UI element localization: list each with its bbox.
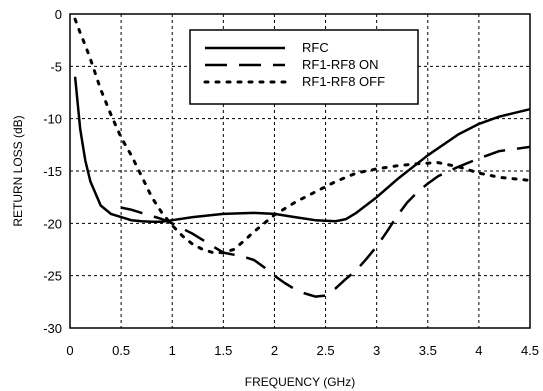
- y-tick-label: 0: [55, 7, 62, 22]
- legend: RFC RF1-RF8 ON RF1-RF8 OFF: [189, 29, 419, 105]
- axis-ticks: 0 0.5 1 1.5 2 2.5 3 3.5 4 4.5 0 -5 -10 -15 -20 -25 -30: [43, 7, 539, 358]
- x-tick-label: 2.5: [317, 343, 335, 358]
- y-tick-label: -15: [43, 164, 62, 179]
- legend-label-1: RF1-RF8 ON: [302, 57, 379, 72]
- legend-label-2: RF1-RF8 OFF: [302, 74, 385, 89]
- series-line-2: [73, 17, 532, 255]
- y-tick-label: -30: [43, 321, 62, 336]
- legend-label-0: RFC: [302, 40, 329, 55]
- series-line-0: [73, 76, 531, 224]
- x-tick-label: 3.5: [419, 343, 437, 358]
- y-tick-label: -10: [43, 112, 62, 127]
- series-layer: [73, 17, 532, 298]
- legend-box: [189, 29, 419, 105]
- x-tick-label: 2: [271, 343, 278, 358]
- x-tick-label: 4: [475, 343, 482, 358]
- x-axis-label: FREQUENCY (GHz): [245, 375, 355, 389]
- y-tick-label: -25: [43, 269, 62, 284]
- grid-lines: [70, 14, 530, 328]
- plot-frame: [69, 13, 531, 329]
- y-axis-label: RETURN LOSS (dB): [11, 115, 25, 226]
- y-tick-label: -5: [50, 59, 62, 74]
- x-tick-label: 1.5: [214, 343, 232, 358]
- x-tick-label: 0.5: [112, 343, 130, 358]
- x-tick-label: 0: [66, 343, 73, 358]
- x-tick-label: 4.5: [521, 343, 539, 358]
- x-tick-label: 1: [169, 343, 176, 358]
- x-tick-label: 3: [373, 343, 380, 358]
- y-tick-label: -20: [43, 216, 62, 231]
